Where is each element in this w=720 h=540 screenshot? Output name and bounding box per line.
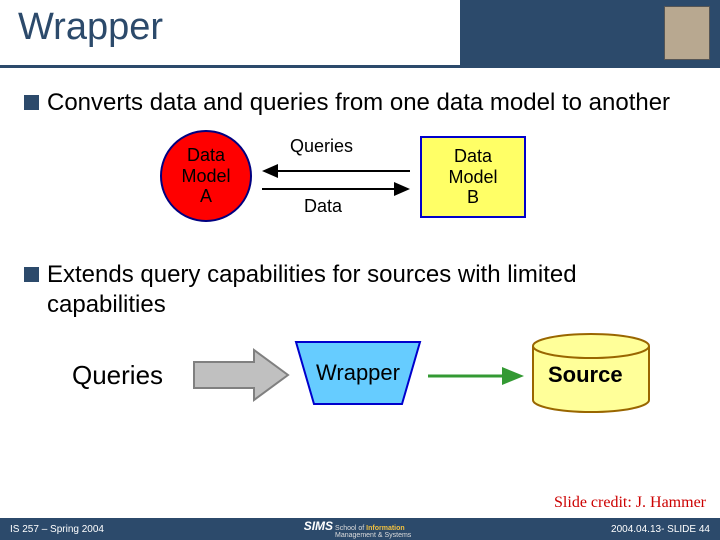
- footer-left: IS 257 – Spring 2004: [10, 524, 104, 535]
- wrapper-trapezoid: Wrapper: [294, 340, 422, 406]
- data-model-a-ellipse: Data Model A: [160, 130, 252, 222]
- title-bar: Wrapper: [0, 0, 720, 68]
- queries-text: Queries: [72, 360, 163, 391]
- header-image-placeholder: [664, 6, 710, 60]
- diagram-conversion: Data Model A Queries Data Data Model B: [0, 126, 720, 236]
- bullet-2-text: Extends query capabilities for sources w…: [47, 260, 696, 320]
- data-label: Data: [304, 196, 342, 217]
- slide-credit: Slide credit: J. Hammer: [554, 494, 706, 512]
- footer-bar: IS 257 – Spring 2004 SIMS School of Info…: [0, 518, 720, 540]
- data-model-b-label: Data Model B: [448, 146, 497, 208]
- sims-word: SIMS: [304, 519, 333, 533]
- footer-center-logo: SIMS School of Information Management & …: [304, 519, 412, 539]
- queries-label: Queries: [290, 136, 353, 157]
- source-label: Source: [548, 362, 623, 388]
- diagram-wrapper-flow: Queries Wrapper Source: [0, 326, 720, 436]
- block-arrow-icon: [192, 348, 290, 402]
- footer-right: 2004.04.13- SLIDE 44: [611, 524, 710, 535]
- wrapper-label: Wrapper: [316, 360, 400, 386]
- thin-arrow-right-icon: [428, 364, 524, 388]
- bullet-1-text: Converts data and queries from one data …: [47, 88, 670, 118]
- data-arrow-right-icon: [262, 180, 410, 198]
- bullet-1: Converts data and queries from one data …: [0, 88, 720, 118]
- data-model-a-label: Data Model A: [181, 145, 230, 207]
- queries-arrow-left-icon: [262, 162, 410, 180]
- bullet-square-icon: [24, 267, 39, 282]
- bullet-square-icon: [24, 95, 39, 110]
- data-model-b-rect: Data Model B: [420, 136, 526, 218]
- sims-sublabel: School of Information Management & Syste…: [335, 525, 411, 539]
- bullet-2: Extends query capabilities for sources w…: [0, 260, 720, 320]
- slide-title: Wrapper: [18, 6, 163, 49]
